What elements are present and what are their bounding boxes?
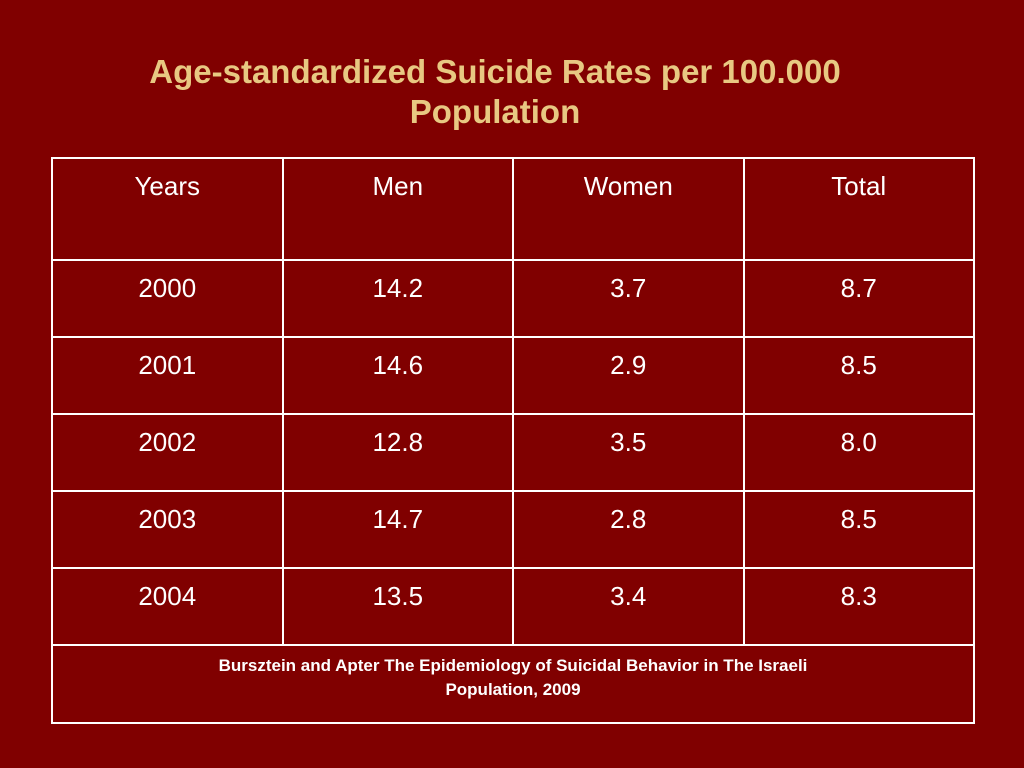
source-citation-line-1: Bursztein and Apter The Epidemiology of … [218,656,808,675]
cell-year: 2002 [51,413,284,492]
cell-men: 14.2 [281,259,514,338]
slide-title-line-1: Age-standardized Suicide Rates per 100.0… [149,53,841,90]
source-row: Bursztein and Apter The Epidemiology of … [51,644,975,724]
cell-total: 8.3 [742,567,975,646]
slide-title: Age-standardized Suicide Rates per 100.0… [40,52,950,132]
cell-men: 14.6 [281,336,514,415]
header-years: Years [51,157,284,261]
header-row: Years Men Women Total [51,157,975,261]
table-body: 2000 14.2 3.7 8.7 2001 14.6 2.9 8.5 2002… [51,259,975,646]
suicide-rates-table: Years Men Women Total 2000 14.2 3.7 8.7 … [51,157,975,724]
cell-year: 2001 [51,336,284,415]
source-citation-line-2: Population, 2009 [445,680,581,699]
table-footer: Bursztein and Apter The Epidemiology of … [51,644,975,724]
cell-women: 2.8 [512,490,745,569]
cell-women: 3.4 [512,567,745,646]
cell-year: 2000 [51,259,284,338]
table-row: 2001 14.6 2.9 8.5 [51,336,975,415]
cell-total: 8.7 [742,259,975,338]
table-row: 2002 12.8 3.5 8.0 [51,413,975,492]
cell-men: 13.5 [281,567,514,646]
cell-men: 12.8 [281,413,514,492]
source-citation: Bursztein and Apter The Epidemiology of … [51,644,975,724]
header-men: Men [281,157,514,261]
cell-total: 8.0 [742,413,975,492]
header-total: Total [742,157,975,261]
cell-total: 8.5 [742,336,975,415]
cell-year: 2003 [51,490,284,569]
table-row: 2003 14.7 2.8 8.5 [51,490,975,569]
cell-year: 2004 [51,567,284,646]
cell-men: 14.7 [281,490,514,569]
cell-women: 3.7 [512,259,745,338]
cell-total: 8.5 [742,490,975,569]
cell-women: 3.5 [512,413,745,492]
table-header: Years Men Women Total [51,157,975,261]
table-row: 2000 14.2 3.7 8.7 [51,259,975,338]
header-women: Women [512,157,745,261]
slide-title-line-2: Population [409,93,581,130]
cell-women: 2.9 [512,336,745,415]
table-row: 2004 13.5 3.4 8.3 [51,567,975,646]
